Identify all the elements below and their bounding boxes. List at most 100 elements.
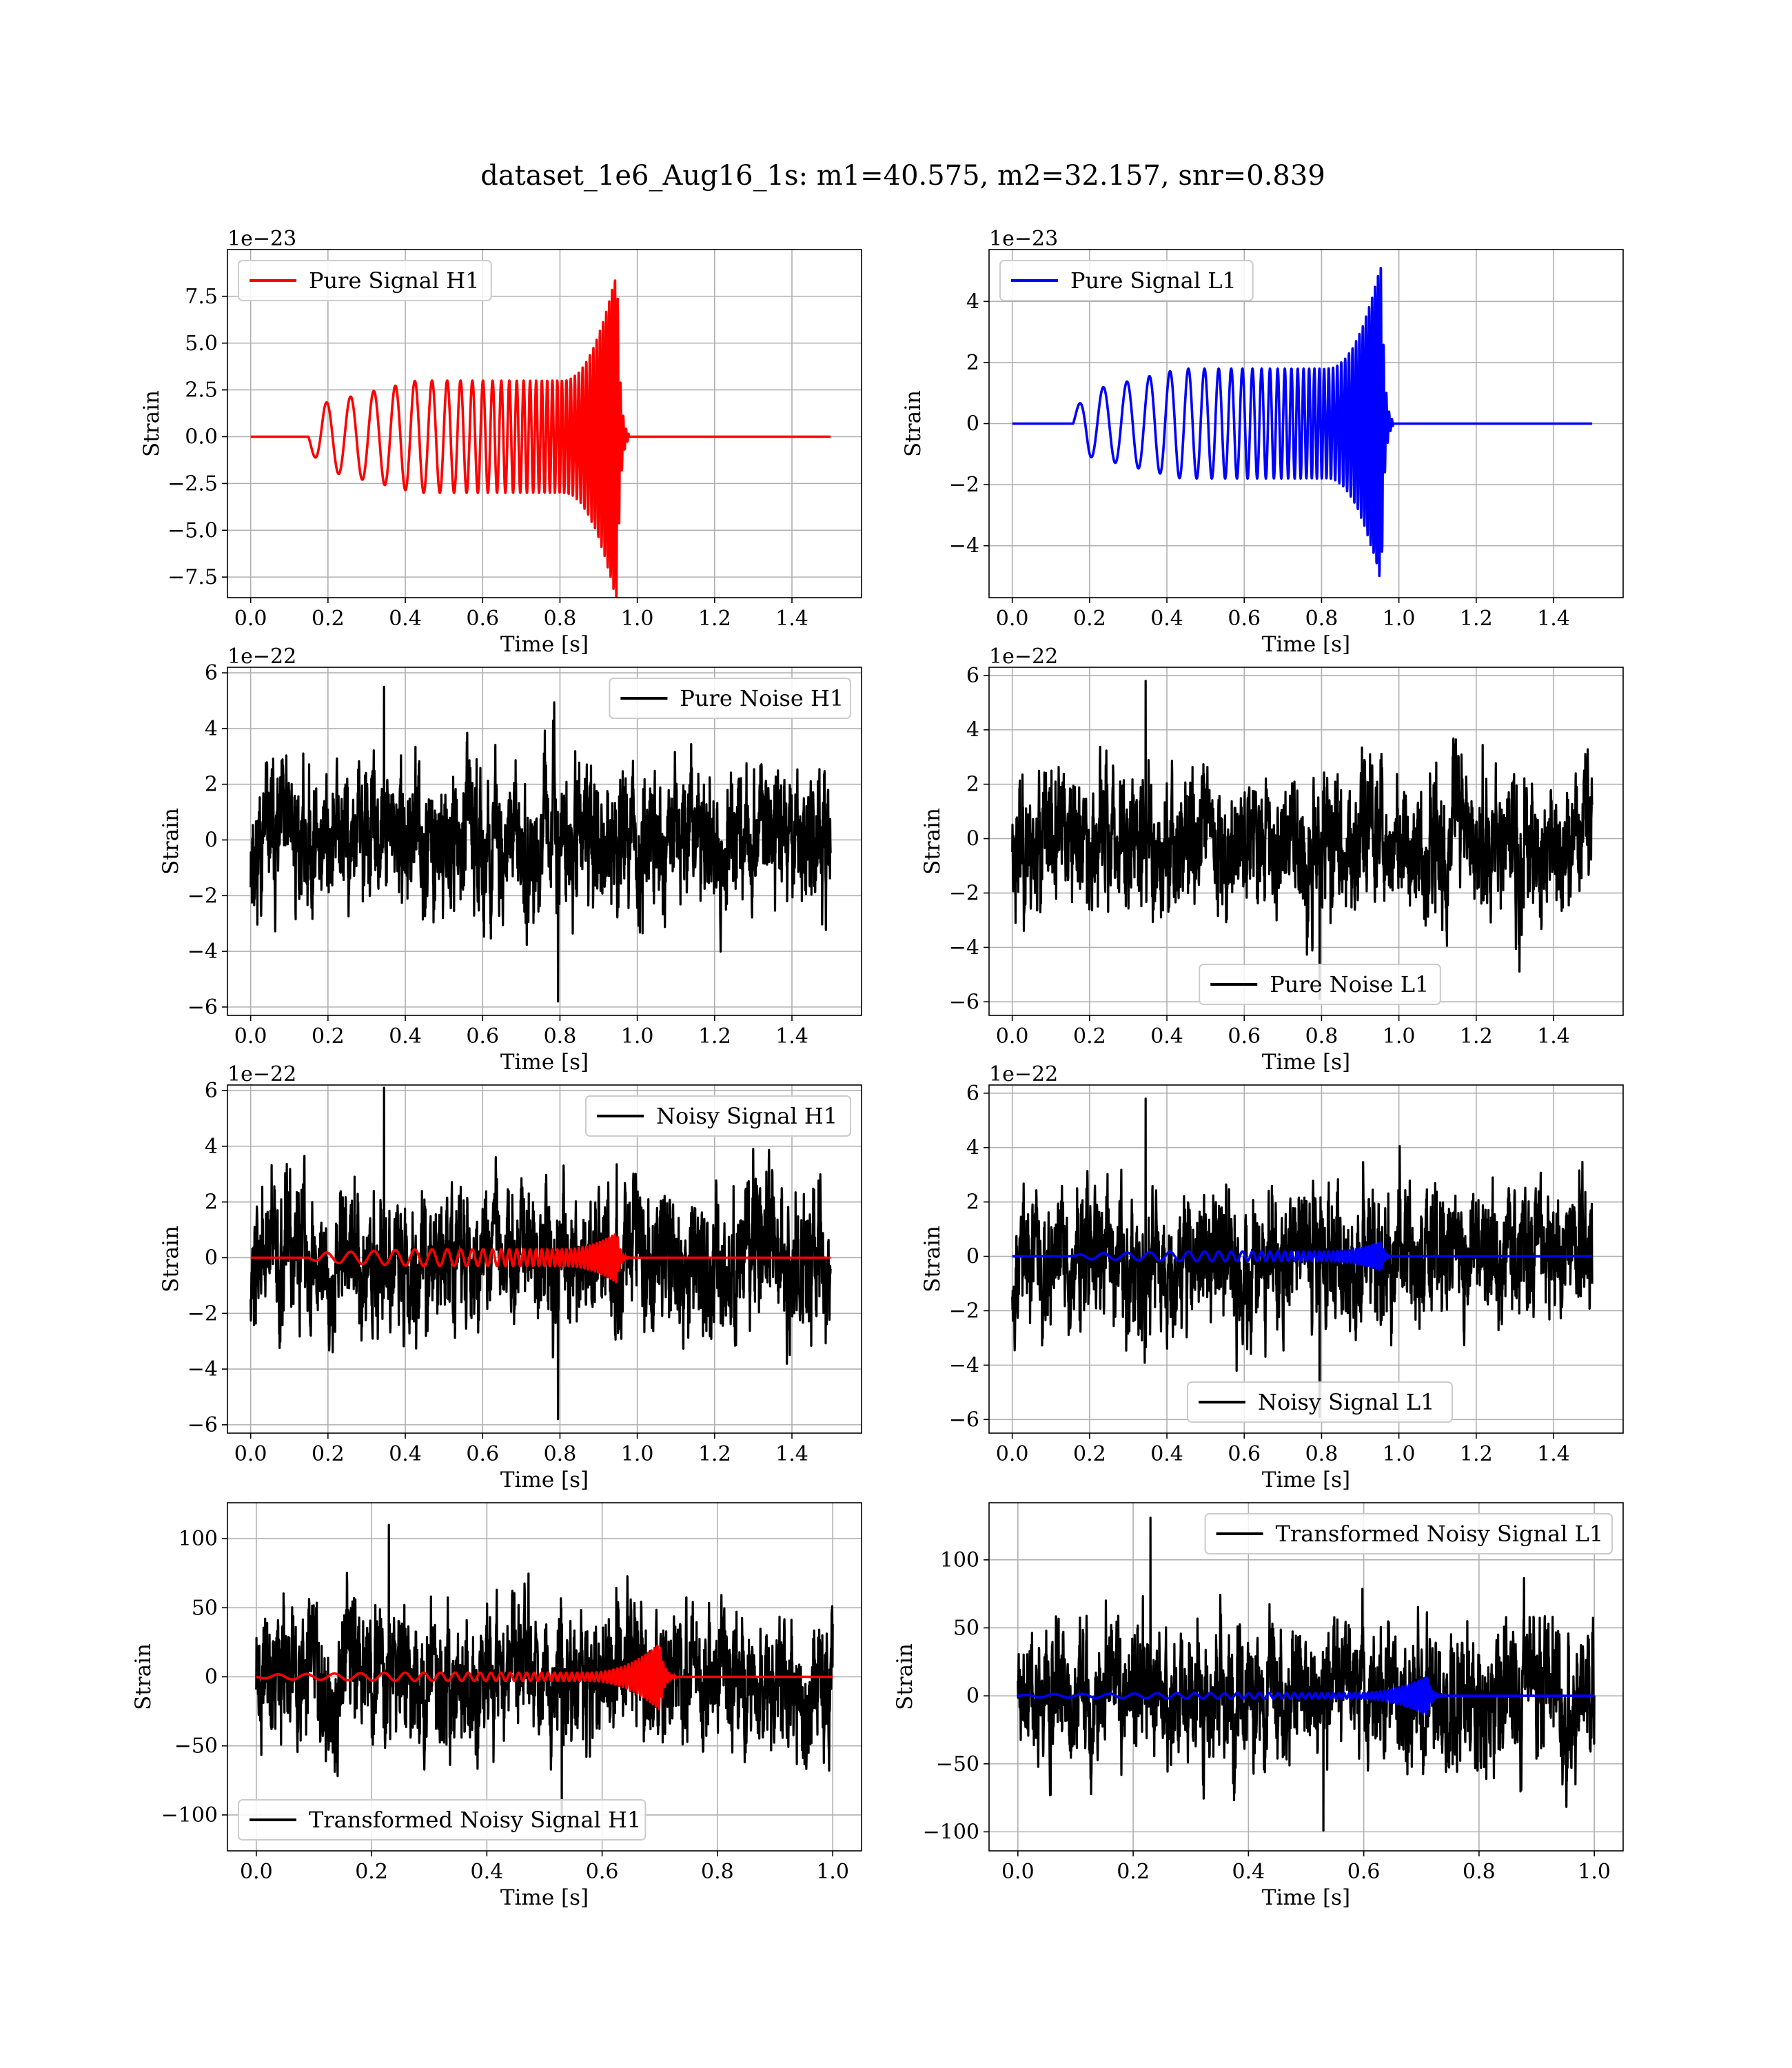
y-tick-label: 0	[966, 412, 979, 436]
x-tick-label: 1.4	[775, 1442, 808, 1466]
y-tick-label: 6	[205, 1079, 218, 1103]
x-tick-label: 0.2	[1073, 607, 1106, 631]
x-tick-label: 0.0	[234, 607, 267, 631]
axes-frame	[988, 667, 1624, 1016]
axis-offset-label: 1e−22	[989, 1062, 1058, 1086]
y-tick-label: −100	[161, 1803, 218, 1827]
legend-label: Pure Noise L1	[1270, 971, 1429, 997]
chart-panel-transformed-noisy-signal-l1: 0.0 0.2 0.4 0.6 0.8 1.0 −100 −50 0 50 100 Time [s] S…	[893, 1502, 1624, 1910]
legend-box	[238, 260, 492, 301]
legend-label: Pure Signal L1	[1070, 267, 1236, 294]
x-tick-label: 1.0	[1383, 607, 1416, 631]
x-tick-label: 1.2	[1460, 607, 1493, 631]
y-tick-label: 4	[966, 1136, 979, 1160]
x-tick-label: 0.6	[1228, 1442, 1261, 1466]
x-tick-label: 1.0	[621, 1442, 654, 1466]
y-axis-label: Strain	[131, 1643, 156, 1710]
x-tick-label: 1.0	[1578, 1860, 1611, 1884]
x-tick-label: 0.4	[471, 1860, 504, 1884]
y-tick-label: 4	[966, 290, 979, 314]
legend: Transformed Noisy Signal H1	[238, 1799, 646, 1841]
plot-area	[1011, 267, 1594, 578]
x-tick-label: 0.2	[1073, 1024, 1106, 1048]
x-tick-label: 0.6	[1347, 1860, 1381, 1884]
x-tick-label: 1.2	[698, 607, 731, 631]
y-tick-label: 50	[192, 1596, 218, 1620]
y-tick-label: −6	[949, 1408, 979, 1432]
x-axis-label: Time [s]	[1262, 1468, 1350, 1492]
x-tick-label: 0.6	[586, 1860, 619, 1884]
legend-box	[999, 260, 1254, 301]
axis-offset-label: 1e−22	[989, 645, 1058, 669]
x-axis-label: Time [s]	[500, 1050, 589, 1075]
y-tick-label: 0	[205, 828, 218, 852]
y-tick-label: −2	[187, 1301, 218, 1326]
y-axis-label: Strain	[901, 390, 926, 457]
y-tick-label: −6	[187, 995, 218, 1020]
legend: Noisy Signal H1	[585, 1095, 851, 1137]
x-axis-label: Time [s]	[500, 632, 589, 657]
legend: Pure Signal L1	[999, 260, 1254, 301]
x-tick-label: 0.4	[389, 1024, 422, 1048]
legend: Pure Noise L1	[1199, 964, 1441, 1005]
legend-box	[1204, 1513, 1613, 1554]
x-tick-label: 0.4	[389, 607, 422, 631]
x-tick-label: 0.2	[312, 1442, 345, 1466]
legend: Pure Noise H1	[609, 678, 852, 719]
axes-frame	[227, 667, 862, 1016]
plot-area	[250, 685, 832, 1003]
y-tick-label: 0	[966, 1245, 979, 1269]
x-tick-label: 1.2	[698, 1442, 731, 1466]
x-tick-label: 1.0	[621, 607, 654, 631]
y-tick-label: 2.5	[185, 378, 218, 403]
x-tick-label: 0.2	[312, 607, 345, 631]
series-line-signal	[1017, 1676, 1596, 1716]
x-tick-label: 1.0	[1383, 1024, 1416, 1048]
y-tick-label: −4	[949, 1353, 979, 1377]
x-tick-label: 0.8	[544, 1024, 577, 1048]
x-tick-label: 0.6	[1228, 607, 1261, 631]
series-line-noise	[1017, 1517, 1596, 1832]
x-tick-label: 1.4	[775, 607, 808, 631]
x-tick-label: 1.4	[1537, 607, 1570, 631]
y-tick-label: −7.5	[167, 565, 218, 589]
series-line-signal	[250, 279, 832, 598]
x-tick-label: 0.4	[1150, 1024, 1183, 1048]
series-line-noise	[255, 1523, 834, 1822]
x-tick-label: 1.4	[1537, 1024, 1570, 1048]
series-line-noise	[250, 685, 832, 1003]
plot-area	[1017, 1517, 1596, 1832]
x-tick-label: 0.4	[389, 1442, 422, 1466]
y-tick-label: 6	[966, 1082, 979, 1106]
y-tick-label: −100	[923, 1820, 979, 1844]
x-tick-label: 0.0	[996, 1024, 1029, 1048]
legend: Transformed Noisy Signal L1	[1204, 1513, 1613, 1554]
chart-panel-transformed-noisy-signal-h1: 0.0 0.2 0.4 0.6 0.8 1.0 −100 −50 0 50 100 Time [s] S…	[131, 1502, 862, 1910]
axis-offset-label: 1e−22	[227, 645, 296, 669]
y-tick-label: 0.0	[185, 425, 218, 449]
y-tick-label: 4	[205, 717, 218, 741]
y-tick-label: −4	[187, 940, 218, 964]
legend-label: Pure Noise H1	[680, 685, 844, 711]
x-tick-label: 0.8	[1463, 1860, 1496, 1884]
y-tick-label: 50	[953, 1616, 979, 1640]
y-tick-label: −50	[174, 1734, 218, 1758]
legend: Pure Signal H1	[238, 260, 492, 301]
x-tick-label: 0.2	[1073, 1442, 1106, 1466]
y-tick-label: 100	[179, 1527, 218, 1551]
plot-area	[1011, 1097, 1594, 1418]
y-axis-label: Strain	[920, 1226, 945, 1292]
x-tick-label: 0.6	[466, 607, 499, 631]
axis-offset-label: 1e−23	[227, 227, 296, 251]
y-tick-label: 0	[966, 827, 979, 851]
legend-box	[1187, 1381, 1453, 1423]
x-tick-label: 0.8	[544, 607, 577, 631]
y-tick-label: 5.0	[185, 332, 218, 356]
x-tick-label: 1.4	[775, 1024, 808, 1048]
axes-frame	[227, 249, 862, 598]
x-tick-label: 0.0	[234, 1442, 267, 1466]
y-tick-label: −2	[949, 473, 979, 497]
y-axis-label: Strain	[920, 808, 945, 875]
legend-label: Transformed Noisy Signal H1	[309, 1807, 641, 1833]
x-tick-label: 1.2	[698, 1024, 731, 1048]
